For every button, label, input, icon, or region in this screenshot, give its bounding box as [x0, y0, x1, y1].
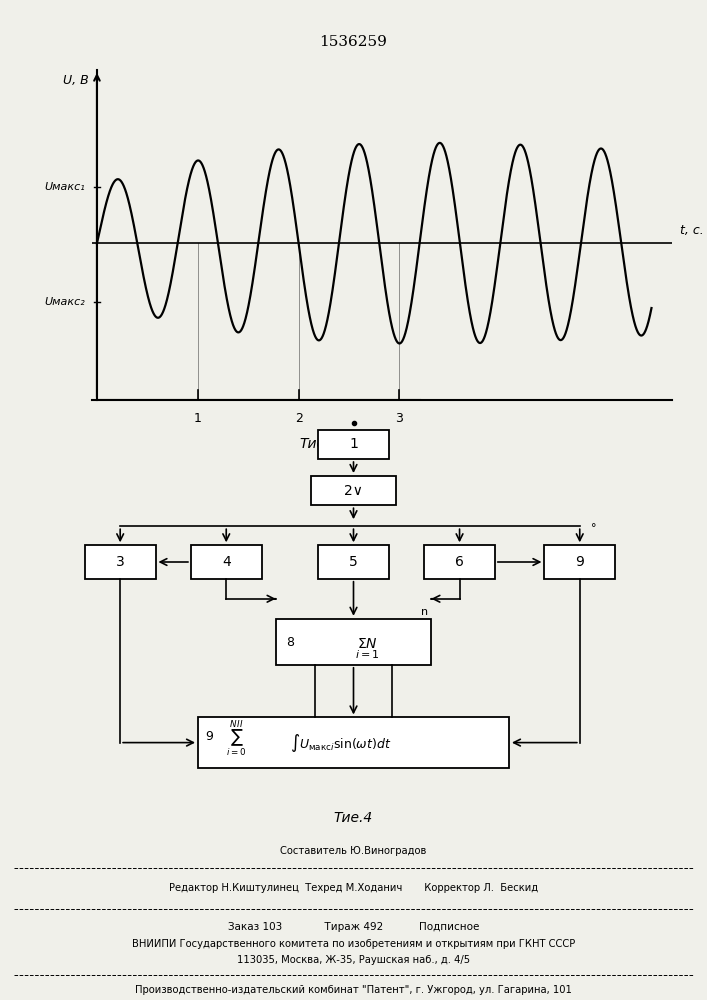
Text: 1536259: 1536259: [320, 35, 387, 49]
Text: $\Sigma N$: $\Sigma N$: [357, 637, 378, 651]
Text: t, c.: t, c.: [679, 224, 703, 237]
Text: $\int U_{\text{макс}i} \sin(\omega t)dt$: $\int U_{\text{макс}i} \sin(\omega t)dt$: [290, 732, 391, 754]
Text: n: n: [421, 607, 428, 617]
Text: Редактор Н.Киштулинец  Техред М.Ходанич       Корректор Л.  Бескид: Редактор Н.Киштулинец Техред М.Ходанич К…: [169, 883, 538, 893]
FancyBboxPatch shape: [191, 545, 262, 579]
FancyBboxPatch shape: [318, 545, 389, 579]
Text: $i{=}1$: $i{=}1$: [356, 648, 380, 660]
Text: °: °: [591, 523, 597, 533]
FancyBboxPatch shape: [311, 476, 396, 505]
Text: Uмакс₂: Uмакс₂: [44, 297, 85, 307]
Text: 8: 8: [286, 636, 294, 648]
FancyBboxPatch shape: [85, 545, 156, 579]
FancyBboxPatch shape: [318, 430, 389, 459]
Text: 9: 9: [205, 730, 213, 743]
Text: U, B: U, B: [63, 74, 89, 87]
Text: 113035, Москва, Ж-35, Раушская наб., д. 4/5: 113035, Москва, Ж-35, Раушская наб., д. …: [237, 955, 470, 965]
FancyBboxPatch shape: [544, 545, 615, 579]
FancyBboxPatch shape: [276, 619, 431, 665]
Text: $\sum_{i=0}^{N\,II}$: $\sum_{i=0}^{N\,II}$: [226, 718, 247, 759]
FancyBboxPatch shape: [198, 717, 509, 768]
Text: Составитель Ю.Виноградов: Составитель Ю.Виноградов: [280, 846, 427, 856]
Text: 1: 1: [194, 412, 201, 425]
Text: 5: 5: [349, 555, 358, 569]
Text: Производственно-издательский комбинат "Патент", г. Ужгород, ул. Гагарина, 101: Производственно-издательский комбинат "П…: [135, 985, 572, 995]
Text: Τие.4: Τие.4: [334, 811, 373, 825]
Text: ВНИИПИ Государственного комитета по изобретениям и открытиям при ГКНТ СССР: ВНИИПИ Государственного комитета по изоб…: [132, 939, 575, 949]
Text: 2∨: 2∨: [344, 484, 363, 498]
Text: 2: 2: [295, 412, 303, 425]
Text: 1: 1: [349, 437, 358, 451]
Text: 9: 9: [575, 555, 584, 569]
Text: 3: 3: [116, 555, 124, 569]
Text: 4: 4: [222, 555, 230, 569]
FancyBboxPatch shape: [424, 545, 495, 579]
Text: Uмакс₁: Uмакс₁: [44, 182, 85, 192]
Text: Τие.3: Τие.3: [299, 437, 339, 451]
Text: Заказ 103             Тираж 492           Подписное: Заказ 103 Тираж 492 Подписное: [228, 922, 479, 932]
Text: 3: 3: [395, 412, 404, 425]
Text: 6: 6: [455, 555, 464, 569]
